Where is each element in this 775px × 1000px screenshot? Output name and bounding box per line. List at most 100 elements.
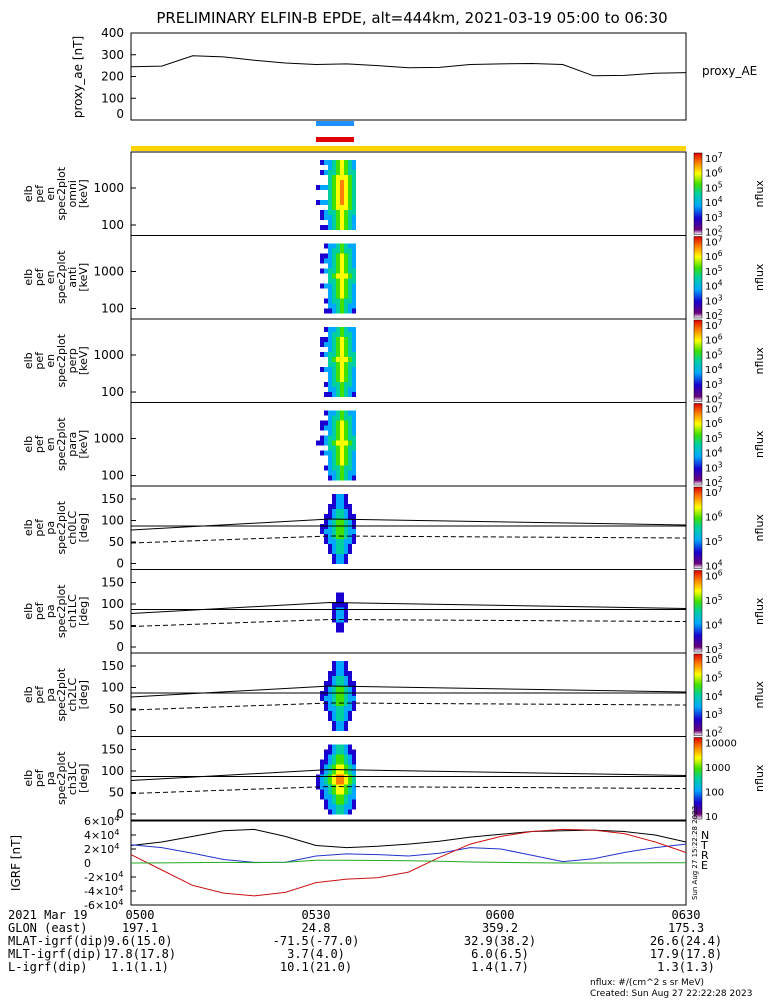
spectrogram-ylabel-line: spec2plot — [55, 584, 68, 638]
heatmap-cell — [344, 372, 348, 377]
heatmap-cell — [328, 696, 332, 701]
heatmap-cell — [340, 377, 344, 382]
heatmap-cell — [340, 794, 344, 800]
heatmap-cell — [320, 215, 324, 220]
spectrogram-ylabel-line: pa — [44, 688, 57, 702]
heatmap-cell — [352, 779, 356, 785]
heatmap-cell — [348, 514, 352, 519]
heatmap-cell — [344, 220, 348, 225]
heatmap-cell — [324, 799, 328, 805]
heatmap-cell — [352, 460, 356, 466]
heatmap-cell — [332, 248, 336, 254]
heatmap-cell — [320, 210, 324, 215]
heatmap-cell — [340, 666, 344, 671]
heatmap-cell — [328, 170, 332, 175]
heatmap-cell — [344, 706, 348, 711]
igrf-series-r — [130, 828, 687, 897]
heatmap-cell — [348, 410, 352, 416]
heatmap-cell — [332, 195, 336, 200]
heatmap-cell — [324, 779, 328, 785]
heatmap-cell — [348, 190, 352, 195]
heatmap-cell — [316, 779, 320, 785]
heatmap-cell — [348, 749, 352, 755]
heatmap-cell — [328, 253, 332, 259]
heatmap-cell — [348, 200, 352, 205]
heatmap-cell — [344, 676, 348, 681]
heatmap-cell — [332, 799, 336, 805]
heatmap-cell — [332, 514, 336, 519]
heatmap-cell — [328, 225, 332, 230]
heatmap-cell — [332, 711, 336, 716]
heatmap-cell — [332, 696, 336, 701]
heatmap-cell — [328, 210, 332, 215]
heatmap-cell — [348, 769, 352, 775]
heatmap-cell — [340, 430, 344, 436]
heatmap-cell — [340, 180, 344, 185]
heatmap-cell — [344, 298, 348, 304]
heatmap-cell — [328, 195, 332, 200]
heatmap-cell — [332, 205, 336, 210]
colorbar-label: nflux — [753, 514, 766, 542]
heatmap-cell — [348, 716, 352, 721]
heatmap-cell — [332, 160, 336, 165]
heatmap-cell — [344, 180, 348, 185]
heatmap-cell — [336, 661, 340, 666]
heatmap-cell — [336, 612, 340, 618]
heatmap-cell — [332, 509, 336, 514]
heatmap-cell — [340, 549, 344, 554]
heatmap-cell — [328, 273, 332, 279]
footer-cell: 17.8(17.8) — [104, 947, 176, 961]
spectrogram-ylabel-line: pef — [33, 351, 46, 370]
heatmap-cell — [344, 509, 348, 514]
heatmap-cell — [344, 415, 348, 421]
heatmap-cell — [332, 342, 336, 347]
heatmap-cell — [320, 696, 324, 701]
heatmap-cell — [344, 278, 348, 284]
heatmap-cell — [344, 190, 348, 195]
heatmap-cell — [336, 549, 340, 554]
heatmap-cell — [348, 327, 352, 332]
heatmap-cell — [340, 303, 344, 309]
heatmap-cell — [340, 175, 344, 180]
heatmap-cell — [328, 248, 332, 254]
colorbar-tick-label: 102 — [705, 726, 723, 740]
spectrogram-ylabel-line: pa — [44, 604, 57, 618]
heatmap-cell — [340, 205, 344, 210]
footer-cell: 9.6(15.0) — [107, 934, 172, 948]
heatmap-cell — [336, 696, 340, 701]
heatmap-cell — [336, 165, 340, 170]
heatmap-cell — [344, 450, 348, 456]
heatmap-cell — [332, 686, 336, 691]
heatmap-cell — [328, 165, 332, 170]
heatmap-cell — [332, 415, 336, 421]
heatmap-cell — [344, 696, 348, 701]
heatmap-cell — [336, 337, 340, 342]
heatmap-cell — [328, 754, 332, 760]
heatmap-cell — [324, 410, 328, 416]
heatmap-cell — [332, 769, 336, 775]
heatmap-cell — [352, 332, 356, 337]
side-timestamp: Sun Aug 27 15:22:28 2023 — [691, 806, 699, 900]
heatmap-cell — [336, 253, 340, 259]
heatmap-cell — [328, 347, 332, 352]
spectrogram-ylabel-line: en — [44, 270, 57, 284]
heatmap-cell — [344, 215, 348, 220]
colorbar-tick-label: 104 — [705, 618, 723, 632]
colorbar-tick-label: 103 — [705, 377, 723, 391]
heatmap-cell — [324, 170, 328, 175]
heatmap-cell — [332, 347, 336, 352]
footer-row-label: L-igrf(dip) — [8, 960, 87, 974]
spectrogram-ylabel-line: perp — [66, 348, 79, 373]
colorbar-tick-label: 104 — [705, 689, 723, 703]
heatmap-cell — [328, 465, 332, 471]
heatmap-cell — [328, 455, 332, 461]
colorbar-tick-label: 106 — [705, 249, 723, 263]
heatmap-cell — [328, 676, 332, 681]
heatmap-cell — [328, 372, 332, 377]
heatmap-cell — [332, 726, 336, 731]
heatmap-cell — [332, 210, 336, 215]
heatmap-cell — [328, 470, 332, 476]
heatmap-cell — [320, 185, 324, 190]
